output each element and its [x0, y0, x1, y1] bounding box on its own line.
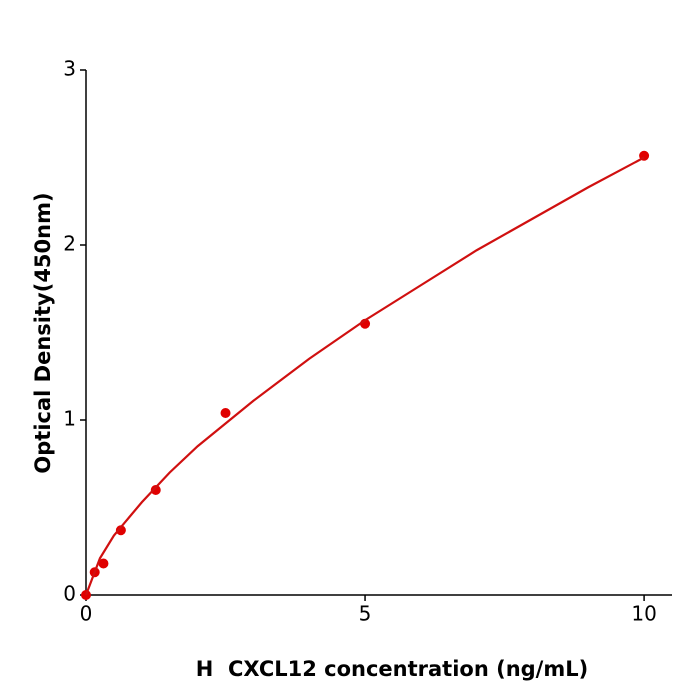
- y-axis-title: Optical Density(450nm): [31, 192, 55, 473]
- data-point: [220, 408, 231, 418]
- x-tick-label: 10: [631, 602, 656, 626]
- x-tick-label: 5: [359, 602, 372, 626]
- data-point: [115, 525, 126, 536]
- y-tick-label: 0: [63, 582, 76, 606]
- data-point: [150, 485, 161, 495]
- x-axis-title: H CXCL12 concentration (ng/mL): [196, 657, 588, 681]
- fit-curve: [84, 156, 645, 596]
- x-tick-label: 0: [80, 602, 93, 626]
- y-tick-label: 3: [63, 57, 76, 81]
- data-point: [98, 558, 109, 569]
- y-tick-label: 1: [63, 407, 76, 431]
- y-tick-label: 2: [63, 232, 76, 256]
